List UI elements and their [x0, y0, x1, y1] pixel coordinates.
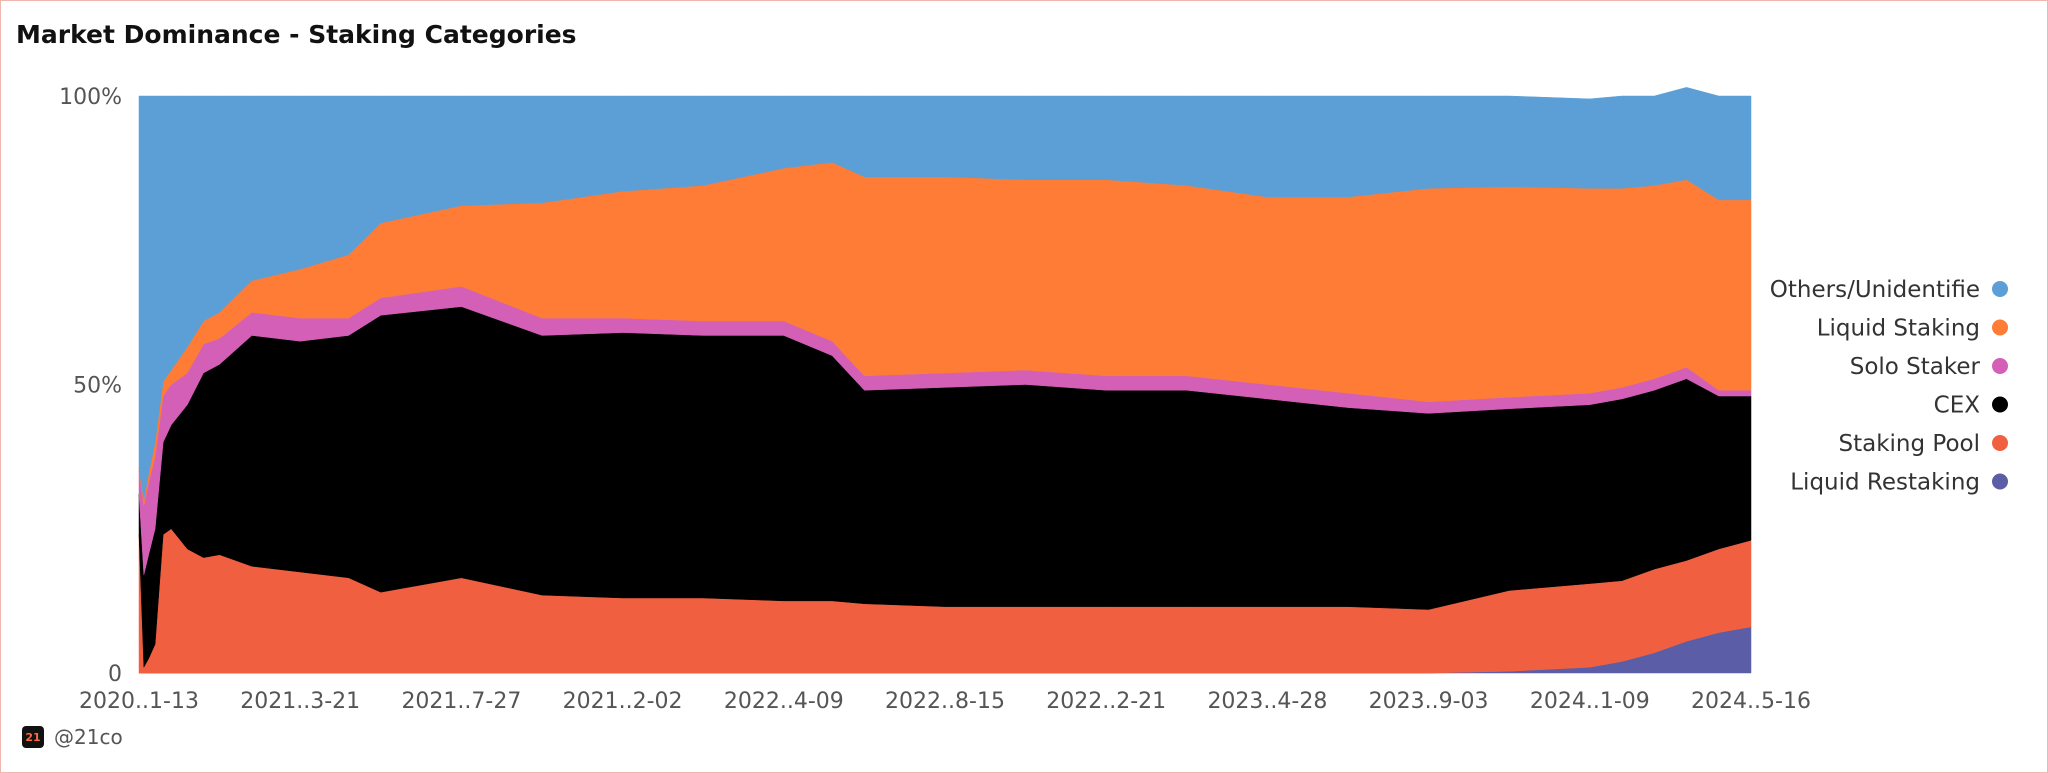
legend-swatch-others-unidentifie[interactable]	[1992, 281, 2008, 297]
legend-label-cex: CEX	[1934, 393, 1981, 419]
x-axis-ticks: 2020..1-13 2021..3-21 2021..7-27 2021..2-02…	[79, 689, 1811, 714]
brand-logo-icon: 21	[22, 726, 44, 748]
watermark: 21 @21co	[22, 725, 123, 749]
chart-title: Market Dominance - Staking Categories	[16, 20, 577, 49]
x-tick-label: 2020..1-13	[79, 689, 199, 714]
legend-label-liquid-restaking: Liquid Restaking	[1790, 470, 1980, 496]
x-tick-label: 2021..2-02	[563, 689, 683, 714]
legend-swatch-cex[interactable]	[1992, 396, 2008, 413]
legend-swatch-solo-staker[interactable]	[1992, 358, 2008, 374]
y-tick-label: 50%	[73, 374, 122, 399]
y-tick-label: 100%	[59, 85, 122, 110]
x-tick-label: 2022..2-21	[1046, 689, 1166, 714]
legend-swatch-staking-pool[interactable]	[1992, 435, 2008, 451]
y-axis-ticks: 0 50% 100%	[59, 85, 122, 687]
watermark-handle: @21co	[54, 725, 123, 749]
area-series-others-unidentifie	[138, 87, 1752, 500]
x-tick-label: 2022..8-15	[885, 689, 1005, 714]
legend-label-staking-pool: Staking Pool	[1839, 431, 1981, 457]
chart-legend: Others/Unidentifie Liquid Staking Solo Sta…	[1770, 277, 2008, 496]
x-tick-label: 2021..3-21	[240, 689, 360, 714]
x-tick-label: 2023..9-03	[1369, 689, 1489, 714]
x-tick-label: 2021..7-27	[401, 689, 521, 714]
legend-swatch-liquid-staking[interactable]	[1992, 319, 2008, 336]
legend-label-others-unidentifie: Others/Unidentifie	[1770, 277, 1980, 303]
legend-swatch-liquid-restaking[interactable]	[1992, 473, 2008, 490]
area-layers	[138, 87, 1752, 674]
x-tick-label: 2023..4-28	[1207, 689, 1327, 714]
legend-label-liquid-staking: Liquid Staking	[1817, 316, 1980, 342]
x-tick-label: 2022..4-09	[724, 689, 844, 714]
legend-label-solo-staker: Solo Staker	[1850, 354, 1981, 380]
y-tick-label: 0	[108, 662, 122, 687]
x-tick-label: 2024..5-16	[1691, 689, 1811, 714]
x-tick-label: 2024..1-09	[1530, 689, 1650, 714]
